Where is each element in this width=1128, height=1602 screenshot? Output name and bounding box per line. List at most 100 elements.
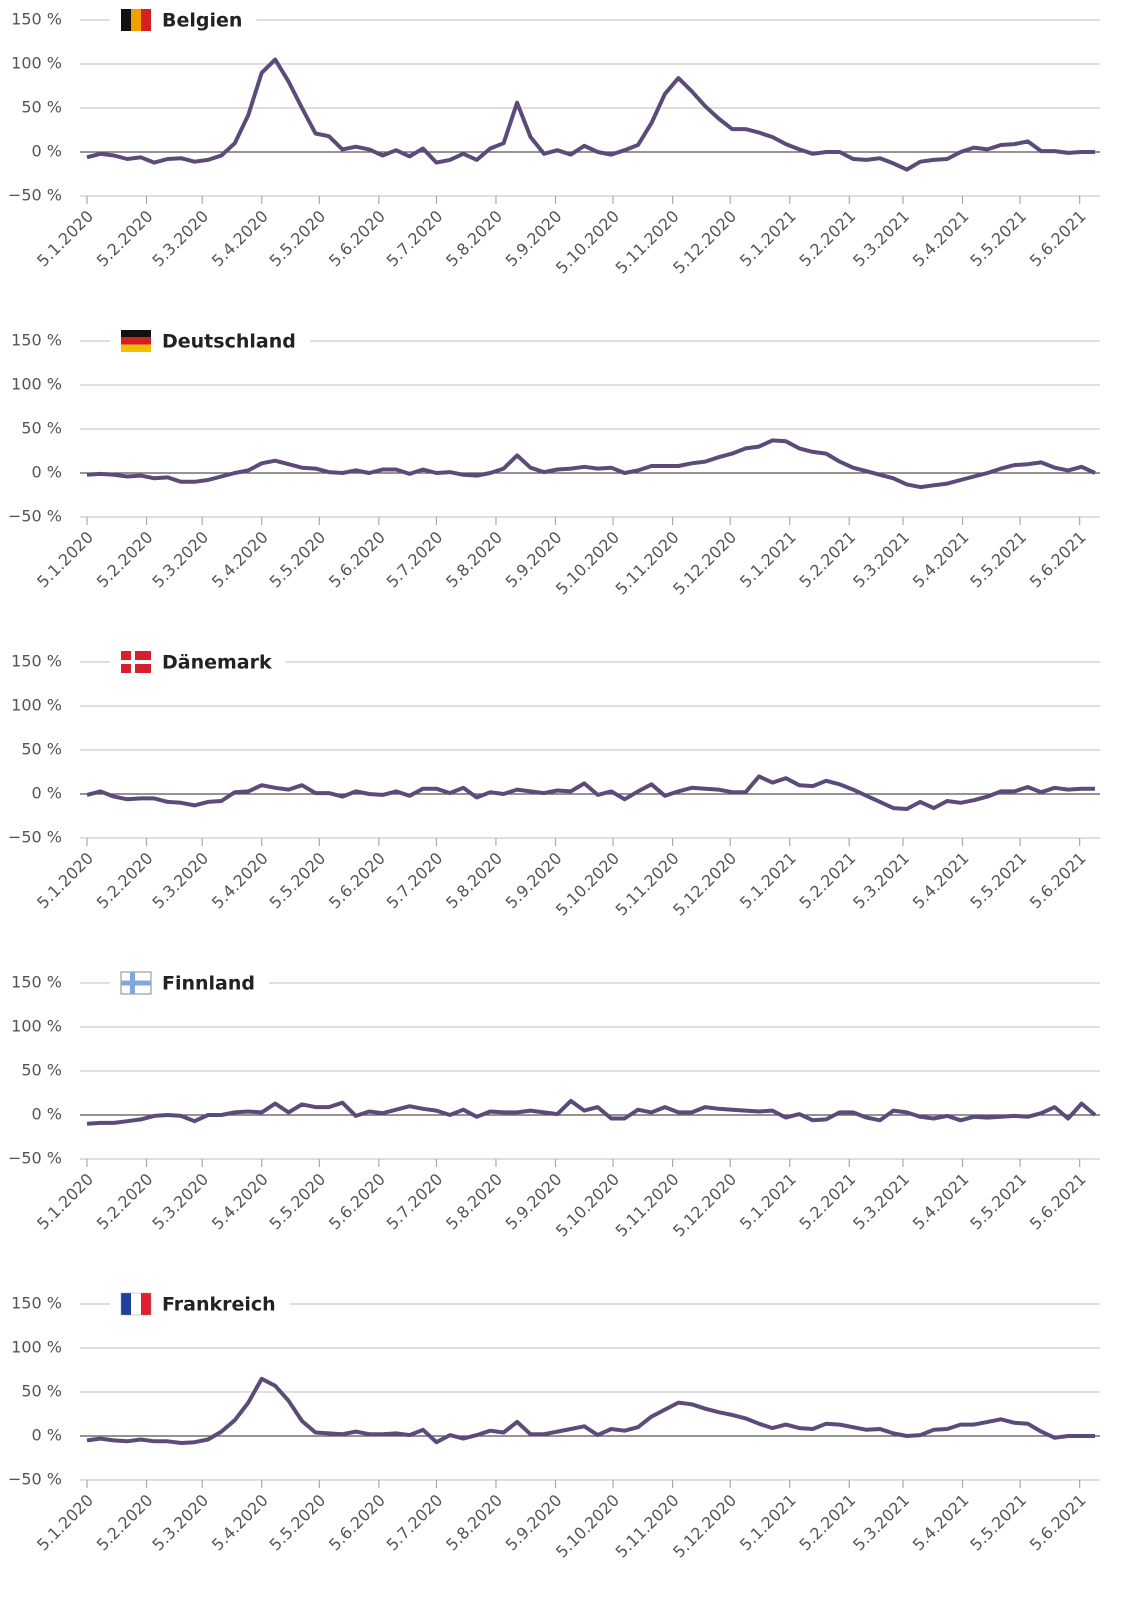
x-tick-label: 5.3.2021 bbox=[849, 528, 913, 592]
x-tick-label: 5.6.2020 bbox=[325, 1170, 389, 1234]
x-tick-label: 5.6.2021 bbox=[1026, 1170, 1090, 1234]
x-tick-label: 5.3.2020 bbox=[148, 1170, 212, 1234]
y-tick-label: 0 % bbox=[32, 1426, 62, 1445]
flag-part bbox=[121, 330, 151, 338]
flag-part bbox=[121, 1293, 131, 1315]
y-tick-label: 150 % bbox=[11, 652, 62, 671]
x-tick-label: 5.12.2020 bbox=[669, 849, 740, 920]
x-tick-label: 5.1.2021 bbox=[736, 1491, 800, 1555]
x-tick-label: 5.6.2021 bbox=[1026, 207, 1090, 271]
y-tick-label: 100 % bbox=[11, 1017, 62, 1036]
x-tick-label: 5.3.2020 bbox=[148, 528, 212, 592]
x-tick-label: 5.3.2021 bbox=[849, 207, 913, 271]
x-tick-label: 5.2.2021 bbox=[795, 528, 859, 592]
x-tick-label: 5.5.2021 bbox=[966, 207, 1030, 271]
x-tick-label: 5.1.2020 bbox=[33, 1491, 97, 1555]
x-tick-label: 5.10.2020 bbox=[552, 207, 623, 278]
series-title: Belgien bbox=[162, 10, 242, 32]
y-tick-label: 100 % bbox=[11, 375, 62, 394]
x-tick-label: 5.10.2020 bbox=[552, 528, 623, 599]
x-tick-label: 5.3.2020 bbox=[148, 849, 212, 913]
y-tick-label: 100 % bbox=[11, 54, 62, 73]
x-tick-label: 5.1.2021 bbox=[736, 849, 800, 913]
x-tick-label: 5.5.2021 bbox=[966, 1170, 1030, 1234]
x-tick-label: 5.5.2020 bbox=[266, 1170, 330, 1234]
x-tick-label: 5.2.2021 bbox=[795, 1170, 859, 1234]
series-line bbox=[86, 1376, 1095, 1445]
x-tick-label: 5.1.2020 bbox=[33, 849, 97, 913]
x-tick-label: 5.5.2021 bbox=[966, 1491, 1030, 1555]
x-tick-label: 5.4.2021 bbox=[909, 1170, 973, 1234]
x-tick-label: 5.6.2020 bbox=[325, 207, 389, 271]
x-tick-label: 5.6.2021 bbox=[1026, 528, 1090, 592]
x-tick-label: 5.2.2020 bbox=[93, 207, 157, 271]
x-tick-label: 5.1.2021 bbox=[736, 1170, 800, 1234]
x-tick-label: 5.5.2020 bbox=[266, 207, 330, 271]
x-tick-label: 5.4.2020 bbox=[208, 207, 272, 271]
x-tick-label: 5.12.2020 bbox=[669, 207, 740, 278]
flag-part bbox=[141, 9, 151, 31]
series-title: Frankreich bbox=[162, 1294, 276, 1316]
x-tick-label: 5.3.2021 bbox=[849, 1491, 913, 1555]
y-tick-label: −50 % bbox=[8, 1149, 62, 1168]
x-tick-label: 5.4.2020 bbox=[208, 1170, 272, 1234]
x-tick-label: 5.5.2020 bbox=[266, 849, 330, 913]
y-tick-label: 50 % bbox=[21, 419, 62, 438]
series-line bbox=[86, 774, 1095, 811]
x-tick-label: 5.5.2021 bbox=[966, 528, 1030, 592]
x-tick-label: 5.4.2020 bbox=[208, 849, 272, 913]
x-tick-label: 5.4.2021 bbox=[909, 528, 973, 592]
y-tick-label: 150 % bbox=[11, 1294, 62, 1313]
y-tick-label: 150 % bbox=[11, 331, 62, 350]
y-tick-label: 50 % bbox=[21, 740, 62, 759]
x-tick-label: 5.8.2020 bbox=[442, 1170, 506, 1234]
x-tick-label: 5.2.2021 bbox=[795, 1491, 859, 1555]
y-tick-label: −50 % bbox=[8, 507, 62, 526]
x-tick-label: 5.6.2020 bbox=[325, 528, 389, 592]
panel: −50 %0 %50 %100 %150 % Finnland5.1.20205.… bbox=[8, 967, 1100, 1241]
x-tick-label: 5.10.2020 bbox=[552, 849, 623, 920]
y-tick-label: −50 % bbox=[8, 1470, 62, 1489]
flag-part bbox=[121, 337, 151, 345]
y-tick-label: 150 % bbox=[11, 973, 62, 992]
x-tick-label: 5.6.2020 bbox=[325, 1491, 389, 1555]
x-tick-label: 5.7.2020 bbox=[383, 1170, 447, 1234]
y-tick-label: 100 % bbox=[11, 696, 62, 715]
y-tick-label: 150 % bbox=[11, 10, 62, 29]
x-tick-label: 5.6.2021 bbox=[1026, 849, 1090, 913]
flag-part bbox=[120, 1292, 152, 1316]
flag-part bbox=[121, 660, 151, 664]
x-tick-label: 5.1.2020 bbox=[33, 207, 97, 271]
panel: −50 % 0 % 50 % 100 % 150 % Frankreich 5.1.2020… bbox=[8, 1288, 1100, 1562]
x-tick-label: 5.5.2020 bbox=[266, 528, 330, 592]
y-tick-label: 50 % bbox=[21, 98, 62, 117]
series-title: Dänemark bbox=[162, 652, 272, 674]
panel: −50 % 0 % 50 % 100 % 150 % Deutschland 5.1.202… bbox=[8, 325, 1100, 599]
y-tick-label: 50 % bbox=[21, 1061, 62, 1080]
x-tick-label: 5.1.2021 bbox=[736, 528, 800, 592]
flag-part bbox=[121, 9, 131, 31]
x-tick-label: 5.8.2020 bbox=[442, 528, 506, 592]
x-tick-label: 5.6.2021 bbox=[1026, 1491, 1090, 1555]
x-tick-label: 5.4.2020 bbox=[208, 528, 272, 592]
x-tick-label: 5.10.2020 bbox=[552, 1170, 623, 1241]
x-tick-label: 5.12.2020 bbox=[669, 528, 740, 599]
x-tick-label: 5.4.2020 bbox=[208, 1491, 272, 1555]
x-tick-label: 5.12.2020 bbox=[669, 1170, 740, 1241]
x-tick-label: 5.5.2021 bbox=[966, 849, 1030, 913]
x-tick-label: 5.3.2020 bbox=[148, 207, 212, 271]
y-tick-label: 0 % bbox=[32, 784, 62, 803]
y-tick-label: −50 % bbox=[8, 186, 62, 205]
x-tick-label: 5.2.2020 bbox=[93, 528, 157, 592]
flag-part bbox=[131, 1293, 141, 1315]
x-tick-label: 5.12.2020 bbox=[669, 1491, 740, 1562]
x-tick-label: 5.3.2020 bbox=[148, 1491, 212, 1555]
x-tick-label: 5.10.2020 bbox=[552, 1491, 623, 1562]
panel: −50 %0 %50 %100 %150 % Belgien5.1.20205.2… bbox=[8, 4, 1100, 278]
x-tick-label: 5.2.2020 bbox=[93, 1170, 157, 1234]
x-tick-label: 5.6.2020 bbox=[325, 849, 389, 913]
x-tick-label: 5.7.2020 bbox=[383, 207, 447, 271]
series-title: Finnland bbox=[162, 973, 255, 995]
x-tick-label: 5.1.2021 bbox=[736, 207, 800, 271]
